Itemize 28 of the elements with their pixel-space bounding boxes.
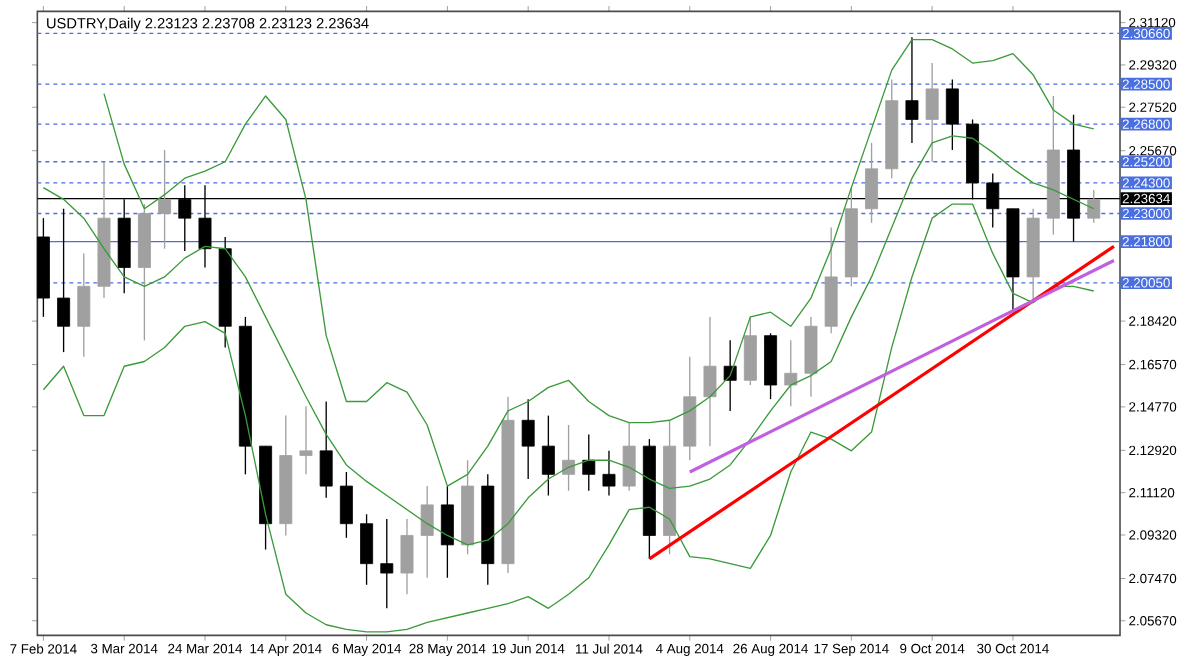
candlestick [925, 62, 939, 163]
candlestick [582, 433, 596, 492]
candlestick [905, 36, 919, 144]
candlestick [804, 316, 818, 398]
candlestick [602, 450, 616, 497]
candlestick [1087, 189, 1101, 224]
candlestick [865, 142, 879, 224]
candlestick [622, 421, 636, 492]
candlestick [723, 339, 737, 412]
candlestick [319, 400, 333, 499]
candlestick [784, 339, 798, 407]
candlestick [420, 485, 434, 579]
candlestick [77, 252, 91, 358]
line-series [103, 38, 1095, 487]
candlestick [562, 424, 576, 492]
candlestick [360, 513, 374, 586]
candlestick [339, 471, 353, 539]
candlestick [541, 414, 555, 497]
candlestick [945, 78, 959, 151]
candlestick [521, 398, 535, 480]
candlestick [158, 149, 172, 250]
candlestick [380, 518, 394, 609]
candlestick [299, 405, 313, 476]
candlestick [743, 316, 757, 386]
candlestick [703, 316, 717, 447]
candlestick [440, 485, 454, 579]
candlestick [400, 518, 414, 595]
candlestick [57, 208, 71, 353]
